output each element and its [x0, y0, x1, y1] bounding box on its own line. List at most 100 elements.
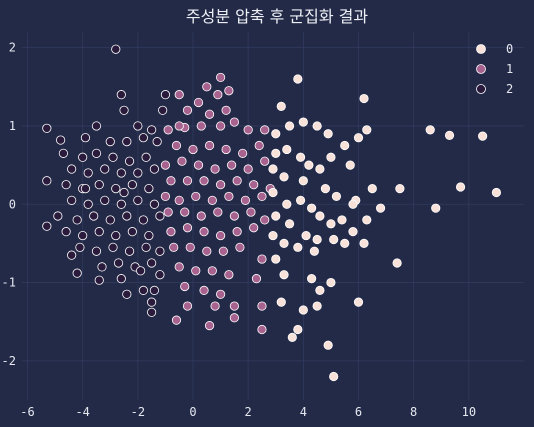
data-point-cluster-1 — [204, 109, 215, 119]
data-point-cluster-2 — [147, 125, 157, 135]
data-point-cluster-0 — [282, 144, 292, 155]
data-point-cluster-2 — [111, 230, 121, 241]
data-point-cluster-0 — [359, 93, 369, 104]
data-point-cluster-2 — [83, 199, 93, 209]
x-tick-label: 10 — [462, 405, 476, 419]
data-point-cluster-1 — [232, 176, 242, 186]
legend-marker-0 — [476, 44, 486, 54]
data-point-cluster-0 — [282, 199, 292, 209]
legend-marker-2 — [476, 84, 486, 94]
data-point-cluster-1 — [224, 86, 234, 96]
data-point-cluster-2 — [72, 215, 82, 225]
data-point-cluster-1 — [243, 164, 253, 174]
x-tick-label: 0 — [189, 405, 196, 419]
x-tick-label: 2 — [245, 405, 252, 419]
data-point-cluster-1 — [257, 254, 267, 264]
data-point-cluster-0 — [320, 183, 331, 194]
data-point-cluster-1 — [251, 274, 262, 284]
data-point-cluster-2 — [155, 270, 165, 280]
data-point-cluster-2 — [138, 215, 148, 225]
data-point-cluster-2 — [116, 90, 126, 100]
data-point-cluster-1 — [182, 301, 193, 311]
data-point-cluster-0 — [279, 270, 289, 280]
data-point-cluster-2 — [149, 199, 159, 209]
data-point-cluster-1 — [229, 301, 239, 311]
data-point-cluster-2 — [116, 274, 126, 284]
data-point-cluster-1 — [207, 195, 217, 205]
data-point-cluster-2 — [58, 148, 68, 158]
data-point-cluster-1 — [260, 215, 270, 225]
data-point-cluster-1 — [213, 90, 223, 100]
data-point-cluster-2 — [152, 137, 162, 147]
data-point-cluster-1 — [193, 97, 204, 108]
data-point-cluster-2 — [147, 297, 157, 307]
data-point-cluster-2 — [127, 180, 137, 190]
data-point-cluster-2 — [61, 180, 71, 190]
data-point-cluster-2 — [89, 211, 99, 221]
data-point-cluster-2 — [122, 137, 132, 147]
data-point-cluster-1 — [166, 176, 176, 186]
data-point-cluster-0 — [375, 203, 386, 213]
data-point-cluster-1 — [174, 195, 184, 205]
data-point-cluster-0 — [329, 234, 339, 245]
data-point-cluster-1 — [224, 270, 234, 280]
data-point-cluster-0 — [337, 215, 347, 225]
data-point-cluster-1 — [191, 191, 201, 202]
data-point-cluster-0 — [301, 230, 311, 241]
data-point-cluster-2 — [113, 258, 124, 268]
data-point-cluster-1 — [210, 301, 220, 311]
data-point-cluster-0 — [309, 246, 319, 256]
data-point-cluster-2 — [119, 187, 129, 198]
data-point-cluster-0 — [478, 131, 488, 141]
data-point-cluster-0 — [395, 183, 405, 194]
y-tick-label: -2 — [2, 354, 16, 368]
data-point-cluster-2 — [149, 164, 159, 174]
data-point-cluster-0 — [329, 371, 339, 382]
data-point-cluster-2 — [155, 246, 165, 256]
data-point-cluster-1 — [182, 105, 193, 115]
data-point-cluster-0 — [276, 101, 286, 111]
data-point-cluster-2 — [122, 211, 132, 221]
data-point-cluster-1 — [235, 242, 245, 252]
data-point-cluster-0 — [312, 301, 322, 311]
data-point-cluster-1 — [182, 223, 193, 233]
data-point-cluster-0 — [293, 74, 303, 84]
data-point-cluster-1 — [199, 176, 209, 186]
data-point-cluster-0 — [425, 125, 435, 135]
data-point-cluster-2 — [144, 183, 154, 194]
data-point-cluster-2 — [116, 199, 126, 209]
data-point-cluster-1 — [196, 121, 206, 131]
x-tick-label: 6 — [355, 405, 362, 419]
data-point-cluster-1 — [163, 125, 173, 135]
data-point-cluster-2 — [133, 168, 143, 178]
data-point-cluster-2 — [158, 105, 168, 115]
data-point-cluster-0 — [284, 121, 295, 131]
legend-marker-1 — [476, 64, 486, 74]
chart-title: 주성분 압축 후 군집화 결과 — [186, 7, 369, 26]
data-point-cluster-1 — [257, 301, 267, 311]
data-point-cluster-0 — [268, 187, 278, 198]
data-point-cluster-2 — [67, 164, 77, 174]
data-point-cluster-1 — [260, 125, 270, 135]
data-point-cluster-2 — [124, 156, 135, 166]
data-point-cluster-1 — [229, 313, 239, 323]
data-point-cluster-2 — [72, 268, 82, 278]
data-point-cluster-0 — [304, 160, 314, 170]
data-point-cluster-2 — [119, 105, 129, 115]
data-point-cluster-0 — [271, 254, 281, 264]
data-point-cluster-2 — [122, 289, 132, 299]
data-point-cluster-1 — [180, 281, 190, 292]
data-point-cluster-1 — [177, 156, 187, 166]
data-point-cluster-1 — [227, 160, 237, 170]
data-point-cluster-2 — [91, 121, 102, 131]
data-point-cluster-2 — [147, 307, 157, 317]
y-tick-label: 2 — [9, 41, 16, 55]
data-point-cluster-0 — [279, 238, 289, 249]
data-point-cluster-1 — [238, 148, 248, 158]
data-point-cluster-2 — [105, 215, 115, 225]
data-point-cluster-2 — [127, 227, 137, 237]
data-point-cluster-0 — [279, 172, 289, 182]
data-point-cluster-2 — [141, 152, 151, 162]
grid — [22, 32, 524, 400]
